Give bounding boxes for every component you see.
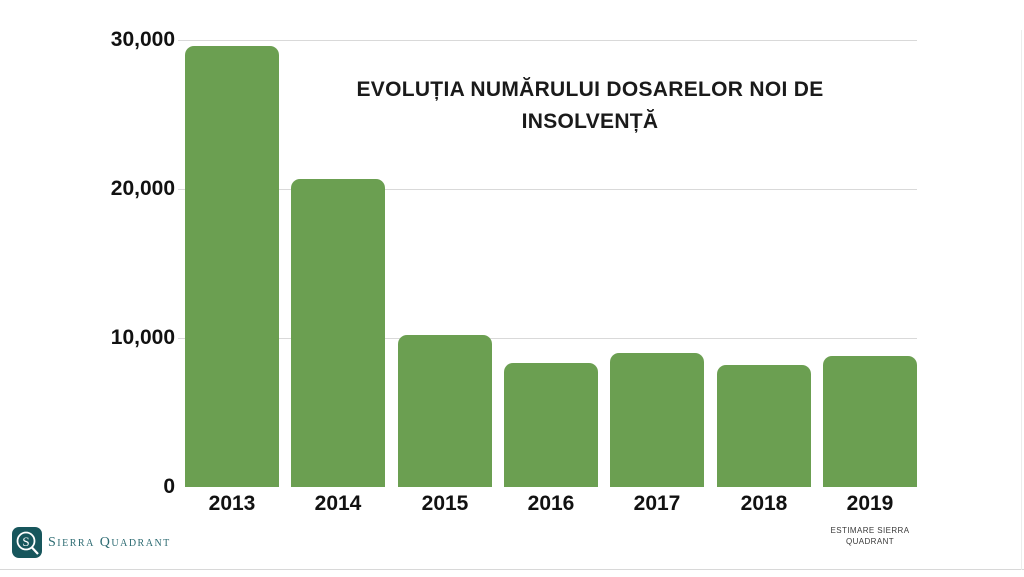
bar-2019 xyxy=(823,356,917,487)
sierra-quadrant-monogram-icon: S xyxy=(12,527,42,558)
x-axis-label-2015: 2015 xyxy=(421,492,469,515)
x-axis-label-2013: 2013 xyxy=(208,492,256,515)
bar-2017 xyxy=(610,353,704,487)
bar-2016 xyxy=(504,363,598,487)
y-axis-tick-label-0: 0 xyxy=(163,475,175,498)
estimate-note: ESTIMARE SIERRA QUADRANT xyxy=(830,526,910,546)
gridline-20000 xyxy=(178,189,917,190)
x-axis-label-2018: 2018 xyxy=(740,492,788,515)
chart-title: EVOLUȚIA NUMĂRULUI DOSARELOR NOI DE INSO… xyxy=(356,78,824,133)
bar-2014 xyxy=(291,179,385,487)
logo-monogram-letter: S xyxy=(22,534,29,549)
y-axis-tick-label-30000: 30,000 xyxy=(110,28,175,51)
y-axis-tick-label-10000: 10,000 xyxy=(110,326,175,349)
y-axis-tick-label-20000: 20,000 xyxy=(110,177,175,200)
gridline-10000 xyxy=(178,338,917,339)
x-axis-label-2019: 2019 xyxy=(846,492,894,515)
page-divider xyxy=(0,569,1024,570)
bar-2013 xyxy=(185,46,279,487)
sierra-quadrant-logo: S Sierra Quadrant xyxy=(12,527,171,558)
logo-wordmark: Sierra Quadrant xyxy=(48,534,171,550)
plot-area xyxy=(178,40,917,487)
x-axis-label-2014: 2014 xyxy=(314,492,362,515)
x-axis-label-2016: 2016 xyxy=(527,492,575,515)
bar-2015 xyxy=(398,335,492,487)
right-edge-line xyxy=(1021,30,1022,570)
gridline-30000 xyxy=(178,40,917,41)
bar-2018 xyxy=(717,365,811,487)
x-axis-label-2017: 2017 xyxy=(633,492,681,515)
